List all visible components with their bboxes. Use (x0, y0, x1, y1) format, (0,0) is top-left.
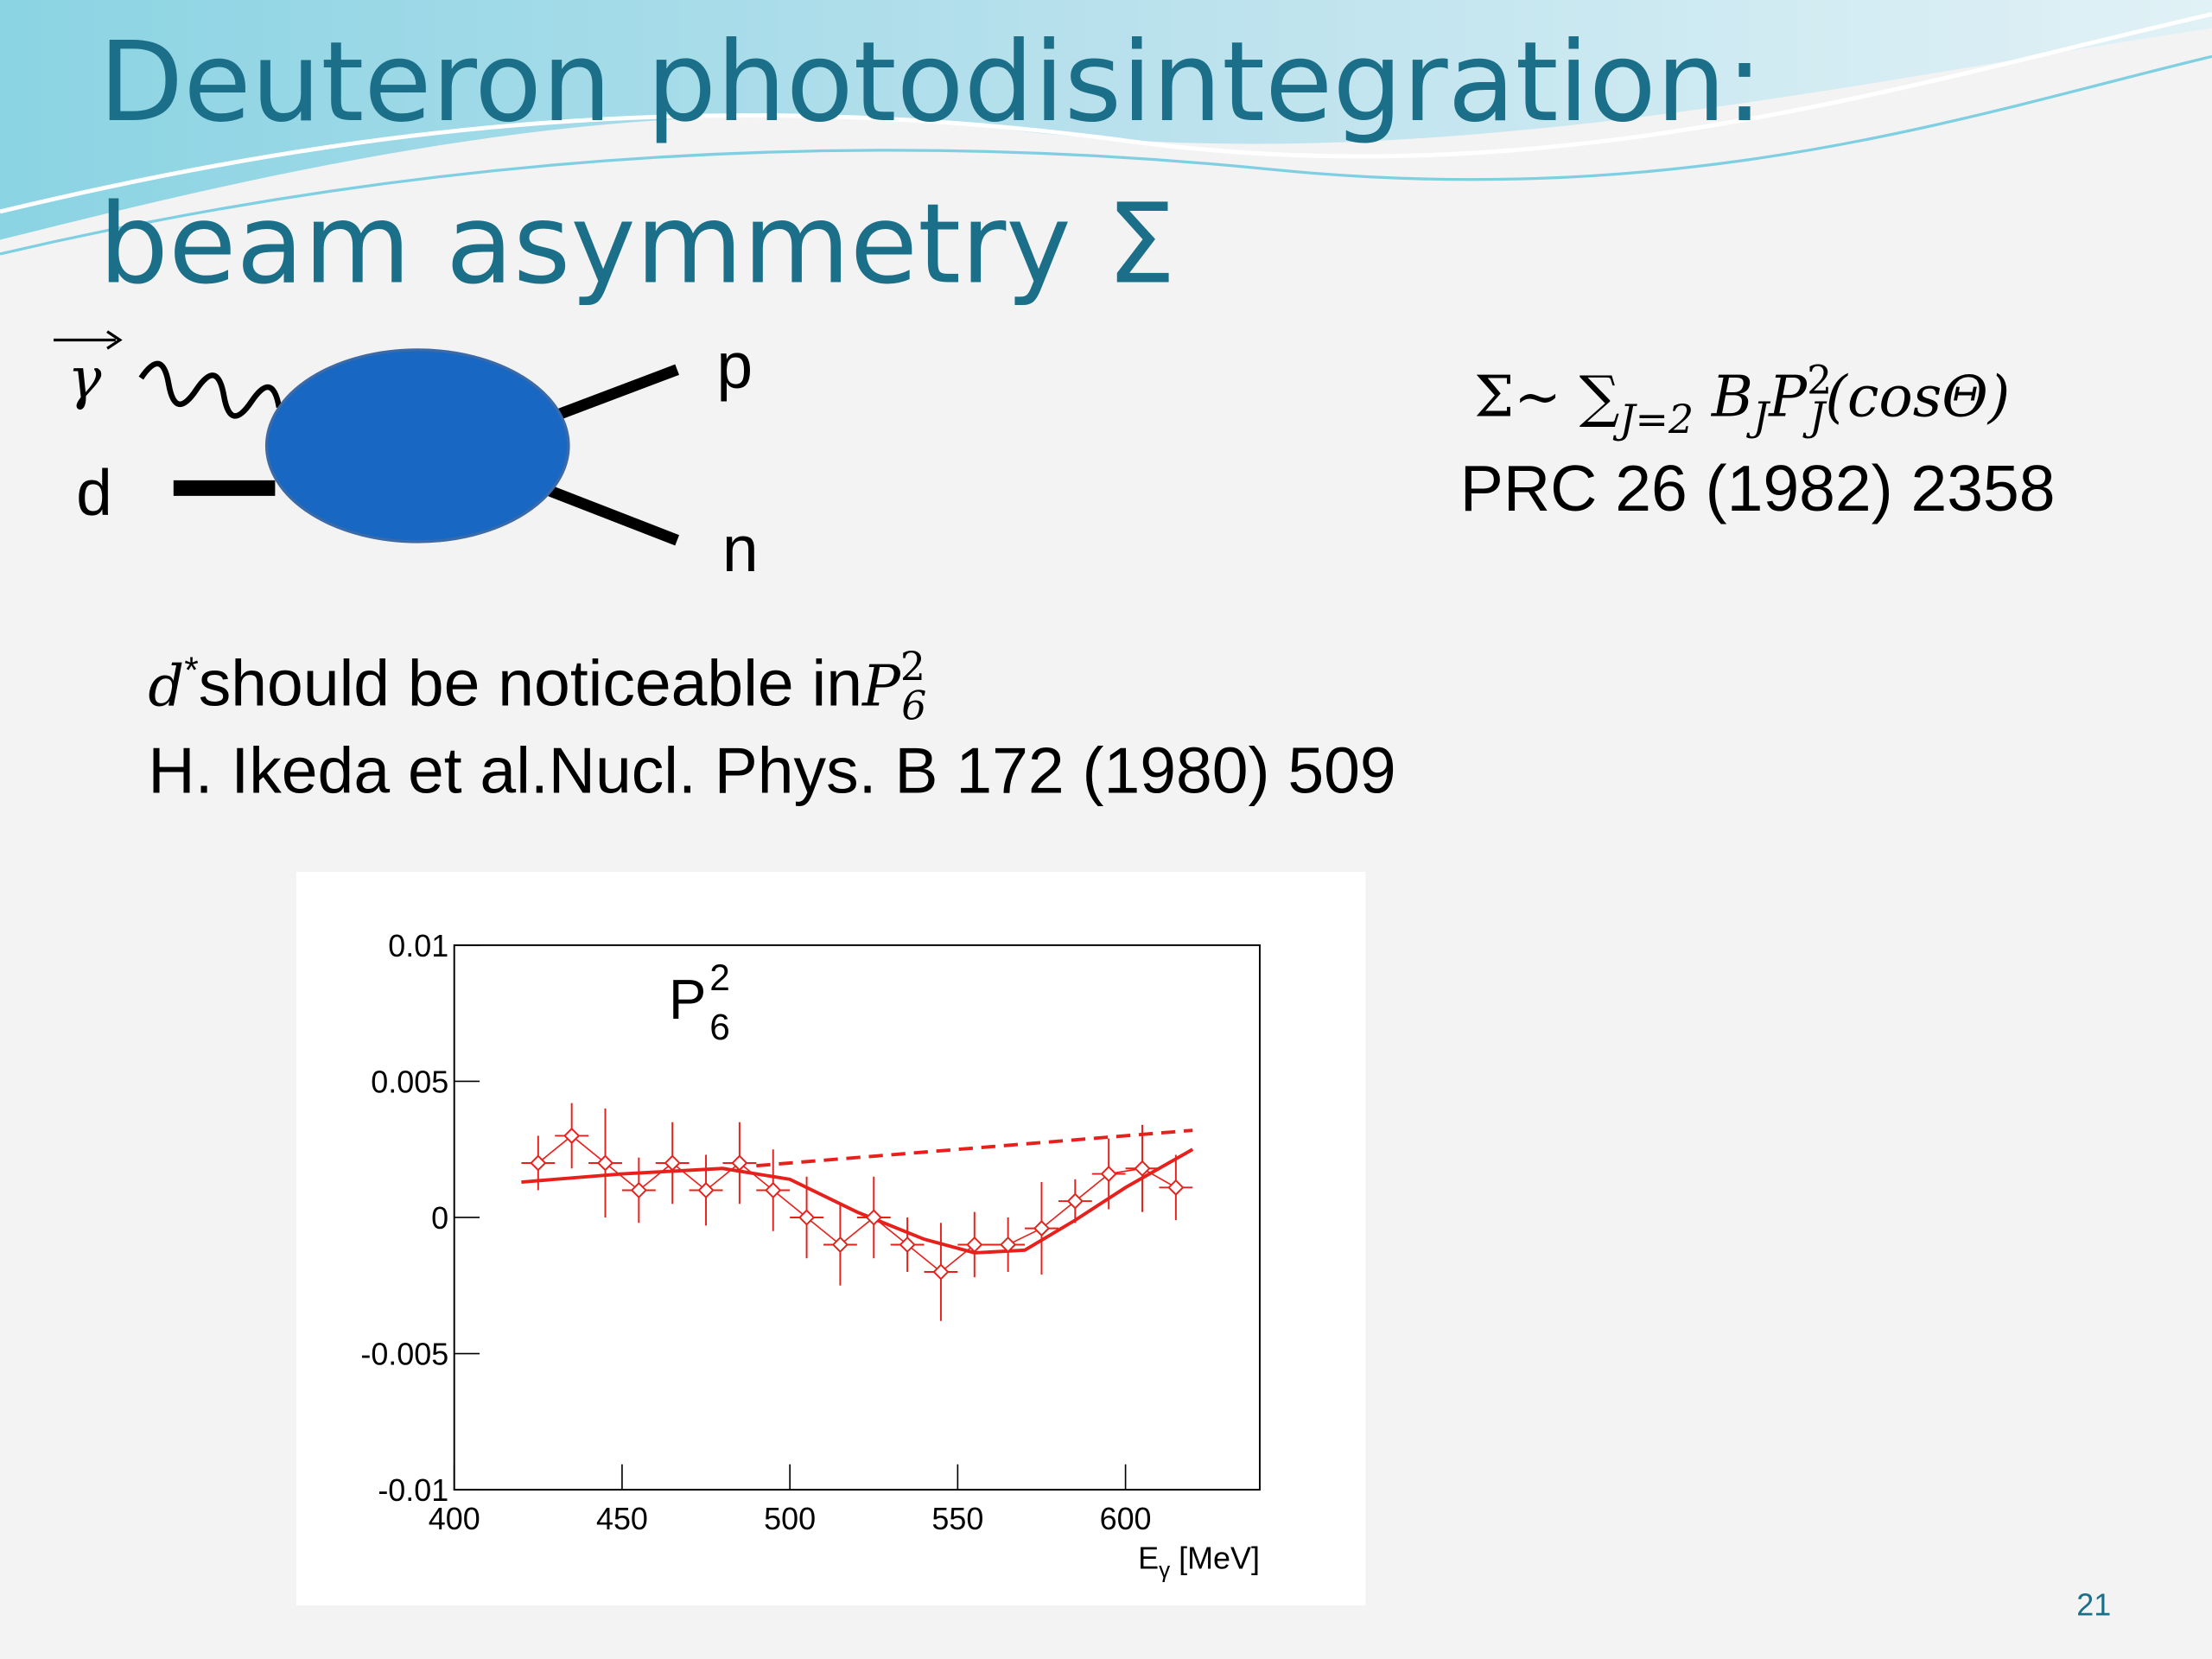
x-axis-label-unit: [MeV] (1170, 1541, 1260, 1576)
x-axis-label-sub: γ (1159, 1556, 1170, 1582)
formula-part: P (1768, 365, 1808, 430)
marker (697, 1181, 715, 1199)
marker (1100, 1166, 1117, 1183)
note-sup: * (184, 650, 199, 690)
note-math: P (861, 653, 901, 719)
plot-label-sub: 6 (709, 1007, 730, 1047)
model-dashed (756, 1128, 1193, 1168)
proton-line (548, 364, 679, 423)
marker (664, 1154, 681, 1172)
marker (798, 1209, 816, 1226)
x-tick-label: 400 (429, 1501, 480, 1536)
marker (1167, 1179, 1185, 1196)
y-tick-label: 0 (431, 1200, 448, 1236)
wave-line (0, 54, 2212, 256)
chart-panel (296, 871, 1366, 1605)
marker (563, 1127, 581, 1144)
marker (932, 1263, 950, 1281)
title: Deuteron photodisintegration: (99, 19, 1763, 147)
y-tick-label: 0.01 (388, 928, 448, 963)
marker (596, 1154, 614, 1172)
neutron-line (548, 486, 680, 546)
marker (1000, 1236, 1017, 1254)
note-math: d (148, 653, 184, 719)
y-tick-label: -0.005 (360, 1337, 448, 1372)
y-tick-label: -0.01 (378, 1472, 448, 1508)
fit-curve (521, 1147, 1194, 1255)
marker (731, 1154, 748, 1172)
marker (865, 1209, 882, 1226)
n-label: n (722, 512, 759, 585)
d-label: d (76, 456, 112, 529)
arrow-head (106, 330, 123, 350)
formula-sub: J=2 (1612, 397, 1694, 442)
photon-line (138, 360, 283, 419)
p-label: p (716, 329, 753, 402)
note-sup: 2 (900, 644, 925, 690)
citation: H. Ikeda et al.Nucl. Phys. B 172 (1980) … (148, 734, 1395, 807)
marker (1066, 1192, 1084, 1210)
y-tick-label: 0.005 (371, 1064, 448, 1099)
note-text: should be noticeable in (199, 646, 862, 719)
x-axis-label: Eγ [MeV] (1138, 1541, 1260, 1583)
vertex-blob (264, 348, 570, 543)
title: beam asymmetry Σ (99, 181, 1175, 309)
formula-sup: 2 (1807, 358, 1832, 404)
marker (530, 1154, 547, 1172)
formula-part: Σ~ ∑ (1474, 365, 1619, 430)
formula-part: B (1694, 365, 1753, 430)
note: d*should be noticeable inP2 6 (148, 644, 926, 729)
x-tick-label: 450 (596, 1501, 648, 1536)
plot-label-sup: 2 (709, 957, 730, 998)
marker (765, 1181, 782, 1199)
gamma-label: γ (67, 346, 102, 411)
marker (831, 1236, 849, 1254)
x-tick-label: 550 (931, 1501, 983, 1536)
marker (899, 1236, 916, 1254)
wave (0, 0, 2212, 240)
marker (1033, 1220, 1051, 1237)
reference: PRC 26 (1982) 2358 (1460, 452, 2056, 524)
x-tick-label: 600 (1100, 1501, 1152, 1536)
page-number: 21 (2076, 1586, 2111, 1622)
marker (630, 1181, 647, 1199)
plot-label: P (669, 968, 707, 1031)
marker (1134, 1160, 1151, 1177)
data-line (537, 1135, 1177, 1274)
wave-line (0, 11, 2212, 214)
marker (966, 1236, 983, 1254)
x-tick-label: 500 (764, 1501, 816, 1536)
note-sub: 6 (901, 683, 926, 729)
formula: Σ~ ∑J=2 BJP2 J(cosΘ) (1474, 358, 2010, 443)
x-axis-label-main: E (1138, 1541, 1159, 1576)
formula-part: (cosΘ) (1825, 365, 2010, 430)
